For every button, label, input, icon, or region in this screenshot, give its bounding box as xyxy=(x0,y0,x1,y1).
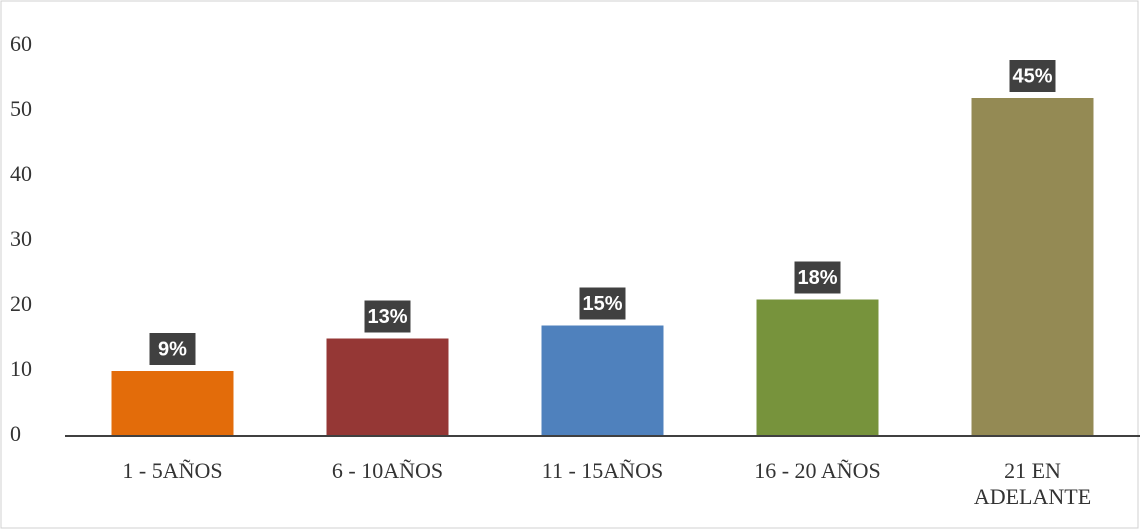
x-tick-label: 21 EN ADELANTE xyxy=(973,458,1092,509)
data-label-box xyxy=(149,333,196,365)
data-label: 15% xyxy=(582,293,622,315)
bar xyxy=(971,98,1094,436)
data-label-box xyxy=(1009,60,1056,92)
data-label-box xyxy=(794,261,841,294)
x-tick-label: 11 - 15AÑOS xyxy=(541,458,664,483)
y-tick-label: 10 xyxy=(10,356,32,381)
data-label: 9% xyxy=(158,338,187,360)
y-tick-label: 0 xyxy=(10,421,21,446)
bar xyxy=(541,325,664,436)
x-tick-label: 1 - 5AÑOS xyxy=(122,458,223,483)
y-tick-label: 30 xyxy=(10,226,32,251)
y-tick-label: 50 xyxy=(10,96,32,121)
x-tick-label: 6 - 10AÑOS xyxy=(331,458,444,483)
data-label-box xyxy=(579,287,626,320)
data-label: 45% xyxy=(1012,65,1052,87)
bar xyxy=(756,299,879,436)
bar xyxy=(111,371,234,436)
x-tick-label: 16 - 20 AÑOS xyxy=(754,458,881,483)
y-tick-label: 20 xyxy=(10,291,32,316)
data-label-box xyxy=(364,300,411,333)
y-tick-label: 60 xyxy=(10,31,32,56)
data-label: 18% xyxy=(797,267,837,289)
y-tick-label: 40 xyxy=(10,161,32,186)
data-label: 13% xyxy=(367,306,407,328)
bar xyxy=(326,338,449,436)
